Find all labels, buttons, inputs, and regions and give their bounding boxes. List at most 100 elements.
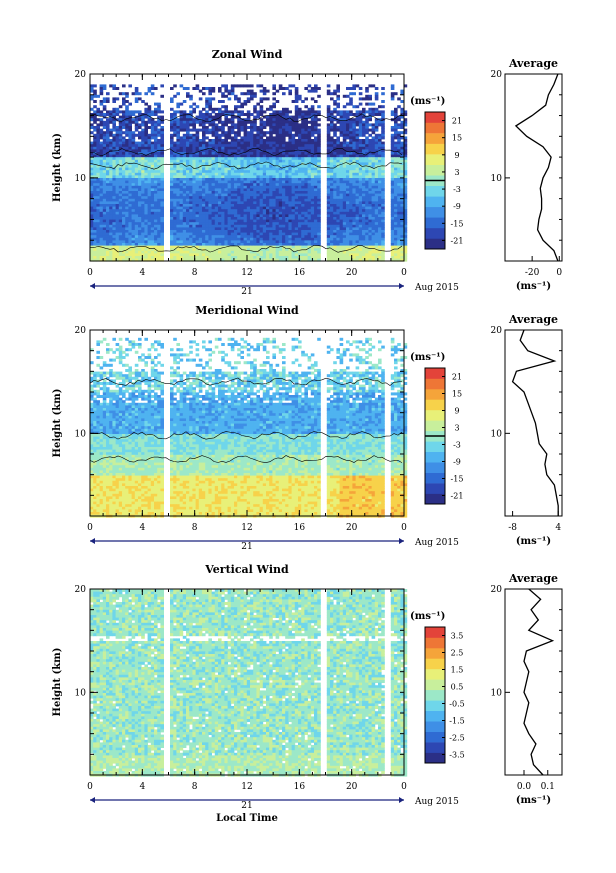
- heatmap-cell: [186, 204, 190, 207]
- heatmap-cell: [179, 237, 184, 241]
- heatmap-cell: [374, 230, 379, 233]
- heatmap-cell: [333, 227, 337, 231]
- heatmap-cell: [99, 211, 104, 215]
- heatmap-cell: [138, 159, 142, 163]
- heatmap-cell: [230, 219, 235, 223]
- heatmap-cell: [99, 214, 104, 218]
- heatmap-cell: [154, 172, 158, 176]
- heatmap-cell: [298, 217, 302, 220]
- heatmap-cell: [250, 126, 254, 129]
- heatmap-cell: [224, 152, 228, 155]
- heatmap-cell: [400, 131, 404, 135]
- heatmap-cell: [102, 126, 107, 129]
- heatmap-cell: [250, 149, 254, 153]
- heatmap-cell: [230, 193, 235, 197]
- heatmap-cell: [317, 94, 321, 98]
- heatmap-cell: [362, 115, 366, 119]
- heatmap-cell: [246, 92, 251, 96]
- heatmap-cell: [403, 222, 408, 226]
- heatmap-cell: [102, 237, 107, 241]
- heatmap-cell: [262, 243, 267, 246]
- heatmap-cell: [218, 193, 222, 197]
- heatmap-cell: [237, 175, 241, 179]
- heatmap-cell: [262, 185, 267, 189]
- heatmap-cell: [294, 183, 299, 187]
- heatmap-cell: [272, 196, 276, 200]
- heatmap-cell: [179, 240, 184, 244]
- heatmap-cell: [310, 115, 315, 119]
- heatmap-cell: [352, 188, 356, 192]
- heatmap-cell: [122, 113, 126, 116]
- heatmap-cell: [256, 139, 260, 142]
- heatmap-cell: [362, 159, 366, 163]
- heatmap-cell: [189, 152, 193, 155]
- heatmap-cell: [314, 89, 318, 93]
- heatmap-cell: [160, 149, 164, 153]
- heatmap-cell: [301, 118, 305, 122]
- heatmap-cell: [317, 188, 321, 192]
- heatmap-cell: [394, 175, 398, 179]
- heatmap-cell: [150, 237, 155, 241]
- heatmap-cell: [403, 227, 408, 231]
- heatmap-cell: [230, 180, 235, 184]
- heatmap-cell: [192, 209, 196, 213]
- heatmap-cell: [390, 193, 395, 197]
- heatmap-cell: [218, 136, 222, 140]
- heatmap-cell: [266, 224, 270, 228]
- heatmap-cell: [128, 180, 132, 184]
- heatmap-cell: [374, 120, 379, 124]
- heatmap-cell: [170, 240, 174, 244]
- heatmap-cell: [275, 131, 280, 135]
- heatmap-cell: [285, 159, 289, 163]
- heatmap-cell: [333, 235, 337, 239]
- heatmap-cell: [358, 159, 363, 163]
- heatmap-cell: [192, 146, 196, 150]
- heatmap-cell: [102, 224, 107, 228]
- heatmap-cell: [128, 227, 132, 231]
- heatmap-cell: [362, 243, 366, 246]
- heatmap-cell: [301, 128, 305, 132]
- heatmap-cell: [234, 172, 238, 176]
- heatmap-cell: [304, 165, 308, 168]
- heatmap-cell: [371, 131, 376, 135]
- heatmap-cell: [224, 154, 228, 158]
- heatmap-cell: [205, 235, 209, 239]
- heatmap-cell: [106, 118, 110, 122]
- heatmap-cell: [234, 183, 238, 187]
- heatmap-cell: [291, 209, 296, 213]
- heatmap-cell: [362, 139, 366, 142]
- heatmap-cell: [394, 198, 398, 202]
- heatmap-cell: [403, 118, 408, 122]
- heatmap-cell: [122, 230, 126, 233]
- heatmap-cell: [221, 167, 225, 171]
- heatmap-cell: [234, 224, 238, 228]
- heatmap-cell: [259, 167, 264, 171]
- heatmap-cell: [381, 209, 385, 213]
- heatmap-cell: [349, 87, 353, 90]
- heatmap-cell: [298, 94, 302, 98]
- heatmap-cell: [118, 154, 123, 158]
- heatmap-cell: [294, 144, 299, 148]
- heatmap-cell: [234, 157, 238, 161]
- heatmap-cell: [147, 180, 152, 184]
- heatmap-cell: [346, 87, 350, 90]
- heatmap-cell: [134, 133, 139, 137]
- heatmap-cell: [352, 92, 356, 96]
- heatmap-cell: [102, 217, 107, 220]
- heatmap-cell: [192, 87, 196, 90]
- heatmap-cell: [237, 217, 241, 220]
- heatmap-cell: [198, 141, 203, 145]
- heatmap-cell: [115, 180, 120, 184]
- heatmap-cell: [173, 222, 177, 226]
- heatmap-cell: [246, 131, 251, 135]
- heatmap-cell: [349, 170, 353, 174]
- heatmap-cell: [205, 198, 209, 202]
- heatmap-cell: [202, 227, 206, 231]
- heatmap-cell: [208, 92, 212, 96]
- heatmap-cell: [243, 136, 248, 140]
- heatmap-cell: [358, 180, 363, 184]
- heatmap-cell: [96, 222, 100, 226]
- heatmap-cell: [259, 133, 264, 137]
- heatmap-cell: [403, 162, 408, 166]
- heatmap-cell: [211, 131, 216, 135]
